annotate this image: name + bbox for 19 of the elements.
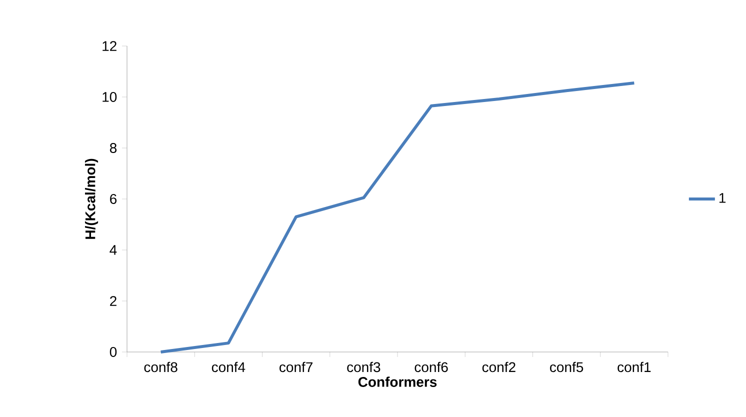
x-tick-label: conf3	[347, 362, 380, 372]
x-tick-label: conf4	[212, 362, 246, 372]
x-tick-label: conf6	[414, 362, 448, 372]
x-axis-title: Conformers	[358, 376, 437, 387]
y-axis-title: H/(Kcal/mol)	[84, 158, 98, 239]
x-tick-label: conf1	[618, 362, 651, 372]
line-series	[159, 81, 636, 354]
y-tick-label: 2	[110, 296, 116, 306]
y-tick-label: 8	[110, 143, 117, 153]
x-tick-label: conf8	[144, 362, 178, 372]
x-tick-label: conf7	[280, 362, 312, 372]
x-tick-label: conf5	[550, 362, 584, 372]
y-tick-label: 10	[102, 92, 117, 102]
y-tick-label: 6	[110, 194, 117, 204]
y-tick-label: 0	[110, 347, 117, 357]
legend-label: 1	[719, 193, 726, 203]
y-tick-label: 4	[110, 245, 117, 255]
y-tick-label: 12	[102, 41, 116, 51]
x-tick-label: conf2	[482, 362, 516, 372]
